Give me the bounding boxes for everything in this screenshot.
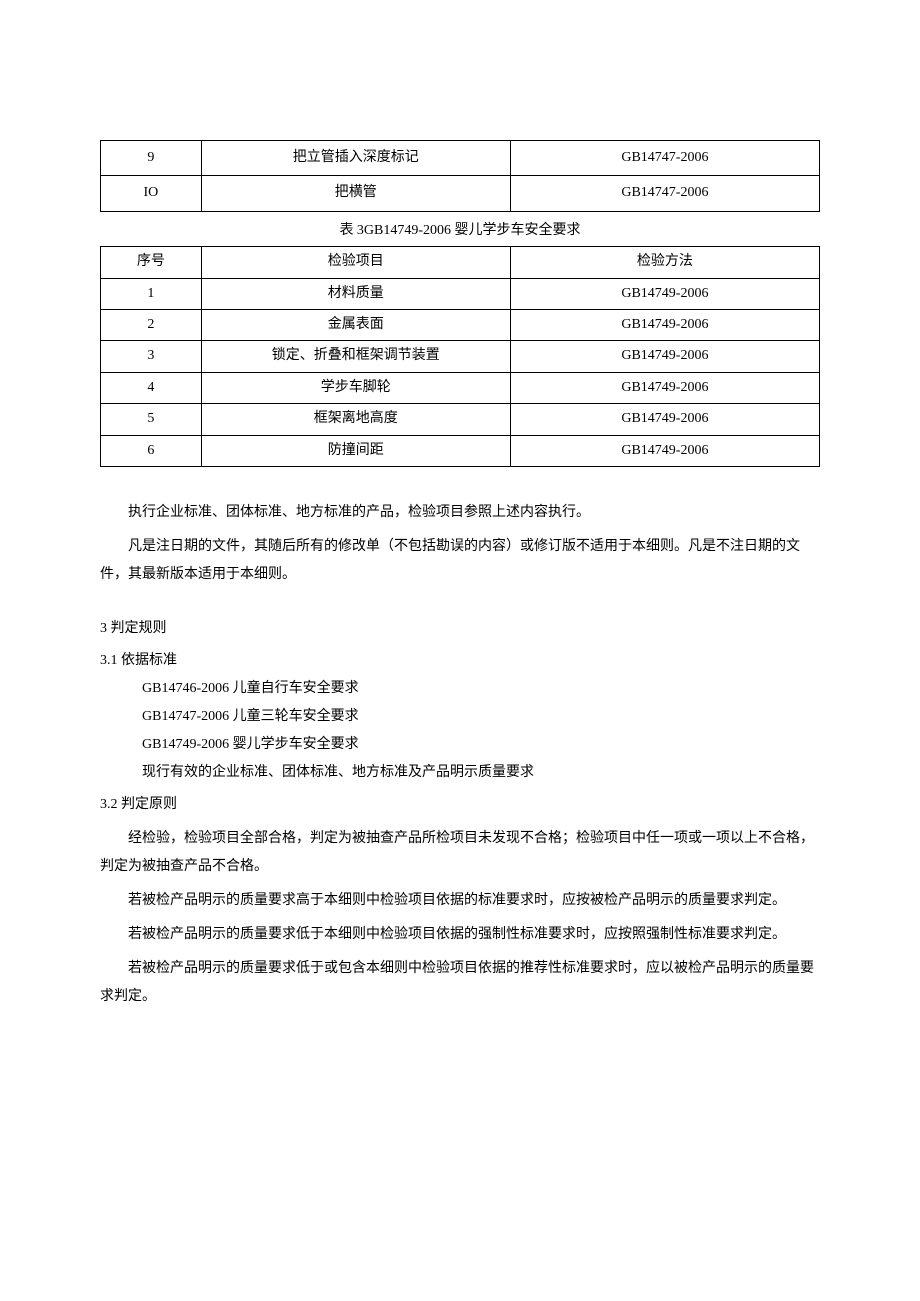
section-3-1-title: 3.1 依据标准: [100, 647, 820, 675]
paragraph: 若被检产品明示的质量要求高于本细则中检验项目依据的标准要求时，应按被检产品明示的…: [100, 887, 820, 915]
standard-line: GB14747-2006 儿童三轮车安全要求: [100, 703, 820, 731]
table-header-row: 序号 检验项目 检验方法: [101, 247, 820, 278]
standard-line: GB14746-2006 儿童自行车安全要求: [100, 675, 820, 703]
table-row: IO 把横管 GB14747-2006: [101, 176, 820, 211]
cell-method: GB14747-2006: [510, 141, 819, 176]
th-method: 检验方法: [510, 247, 819, 278]
table-row: 9 把立管插入深度标记 GB14747-2006: [101, 141, 820, 176]
cell-method: GB14749-2006: [510, 372, 819, 403]
cell-method: GB14749-2006: [510, 404, 819, 435]
paragraph: 若被检产品明示的质量要求低于本细则中检验项目依据的强制性标准要求时，应按照强制性…: [100, 921, 820, 949]
cell-seq: 3: [101, 341, 202, 372]
cell-item: 防撞间距: [201, 435, 510, 466]
cell-item: 材料质量: [201, 278, 510, 309]
cell-seq: 1: [101, 278, 202, 309]
table-row: 2 金属表面 GB14749-2006: [101, 309, 820, 340]
paragraph: 执行企业标准、团体标准、地方标准的产品，检验项目参照上述内容执行。: [100, 499, 820, 527]
table-row: 1 材料质量 GB14749-2006: [101, 278, 820, 309]
cell-item: 锁定、折叠和框架调节装置: [201, 341, 510, 372]
cell-seq: 6: [101, 435, 202, 466]
table-row: 5 框架离地高度 GB14749-2006: [101, 404, 820, 435]
cell-method: GB14749-2006: [510, 309, 819, 340]
th-seq: 序号: [101, 247, 202, 278]
cell-method: GB14749-2006: [510, 341, 819, 372]
cell-seq: IO: [101, 176, 202, 211]
table-prev-continuation: 9 把立管插入深度标记 GB14747-2006 IO 把横管 GB14747-…: [100, 140, 820, 212]
cell-seq: 2: [101, 309, 202, 340]
cell-seq: 4: [101, 372, 202, 403]
cell-item: 把立管插入深度标记: [201, 141, 510, 176]
cell-seq: 9: [101, 141, 202, 176]
cell-method: GB14749-2006: [510, 435, 819, 466]
table-row: 4 学步车脚轮 GB14749-2006: [101, 372, 820, 403]
cell-item: 金属表面: [201, 309, 510, 340]
section-3-2-title: 3.2 判定原则: [100, 791, 820, 819]
table2-caption: 表 3GB14749-2006 婴儿学步车安全要求: [100, 220, 820, 242]
paragraph: 凡是注日期的文件，其随后所有的修改单（不包括勘误的内容）或修订版不适用于本细则。…: [100, 533, 820, 589]
cell-item: 框架离地高度: [201, 404, 510, 435]
th-item: 检验项目: [201, 247, 510, 278]
section-3-title: 3 判定规则: [100, 615, 820, 643]
cell-method: GB14749-2006: [510, 278, 819, 309]
standard-line: 现行有效的企业标准、团体标准、地方标准及产品明示质量要求: [100, 759, 820, 787]
cell-seq: 5: [101, 404, 202, 435]
table-row: 6 防撞间距 GB14749-2006: [101, 435, 820, 466]
paragraph: 若被检产品明示的质量要求低于或包含本细则中检验项目依据的推荐性标准要求时，应以被…: [100, 955, 820, 1011]
cell-item: 把横管: [201, 176, 510, 211]
table-row: 3 锁定、折叠和框架调节装置 GB14749-2006: [101, 341, 820, 372]
paragraph: 经检验，检验项目全部合格，判定为被抽查产品所检项目未发现不合格；检验项目中任一项…: [100, 825, 820, 881]
table-2: 序号 检验项目 检验方法 1 材料质量 GB14749-2006 2 金属表面 …: [100, 246, 820, 467]
standard-line: GB14749-2006 婴儿学步车安全要求: [100, 731, 820, 759]
cell-item: 学步车脚轮: [201, 372, 510, 403]
cell-method: GB14747-2006: [510, 176, 819, 211]
